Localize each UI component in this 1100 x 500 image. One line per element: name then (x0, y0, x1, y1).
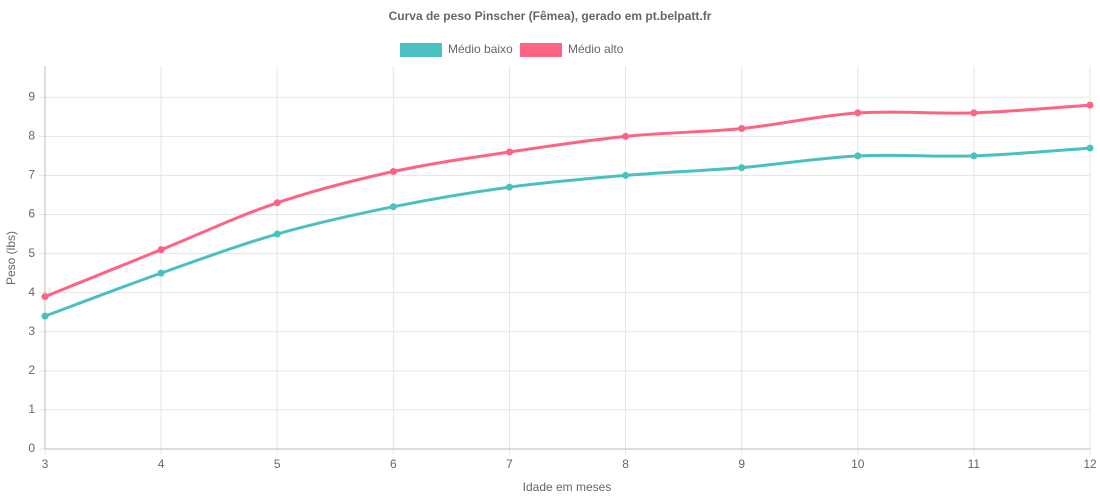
legend-label: Médio baixo (448, 42, 513, 56)
x-tick-label: 7 (506, 457, 513, 471)
data-point (970, 109, 978, 117)
legend-swatch (520, 43, 562, 57)
x-tick-label: 8 (622, 457, 629, 471)
x-tick-label: 3 (42, 457, 49, 471)
data-point (1086, 144, 1094, 152)
data-point (1086, 101, 1094, 109)
data-point (273, 199, 281, 207)
data-point (41, 293, 49, 301)
x-axis-label: Idade em meses (523, 480, 612, 494)
x-tick-label: 10 (851, 457, 865, 471)
y-tick-label: 4 (28, 285, 35, 299)
x-tick-label: 11 (968, 457, 981, 471)
x-tick-label: 6 (390, 457, 397, 471)
data-point (622, 132, 630, 140)
y-tick-label: 0 (28, 441, 35, 455)
data-point (738, 164, 746, 172)
series-line (44, 146, 1091, 318)
data-point (854, 152, 862, 160)
y-tick-label: 3 (28, 324, 35, 338)
legend-label: Médio alto (568, 42, 624, 56)
data-point (41, 312, 49, 320)
y-tick-label: 7 (28, 168, 35, 182)
data-point (157, 246, 165, 254)
y-tick-label: 1 (28, 402, 35, 416)
data-point (273, 230, 281, 238)
y-tick-label: 6 (28, 207, 35, 221)
x-tick-label: 4 (158, 457, 165, 471)
data-point (970, 152, 978, 160)
chart-title: Curva de peso Pinscher (Fêmea), gerado e… (389, 9, 712, 23)
data-point (505, 148, 513, 156)
y-tick-label: 5 (28, 246, 35, 260)
series-line (44, 103, 1091, 298)
data-point (389, 168, 397, 176)
data-point (157, 269, 165, 277)
data-point (505, 183, 513, 191)
data-point (738, 125, 746, 133)
data-point (389, 203, 397, 211)
x-tick-label: 5 (274, 457, 281, 471)
y-tick-label: 8 (28, 129, 35, 143)
data-point (622, 171, 630, 179)
x-tick-label: 9 (738, 457, 745, 471)
y-tick-label: 2 (28, 363, 35, 377)
x-tick-label: 12 (1083, 457, 1097, 471)
legend-swatch (400, 43, 442, 57)
y-tick-label: 9 (28, 89, 35, 103)
y-axis-label: Peso (lbs) (4, 231, 18, 285)
data-point (854, 109, 862, 117)
